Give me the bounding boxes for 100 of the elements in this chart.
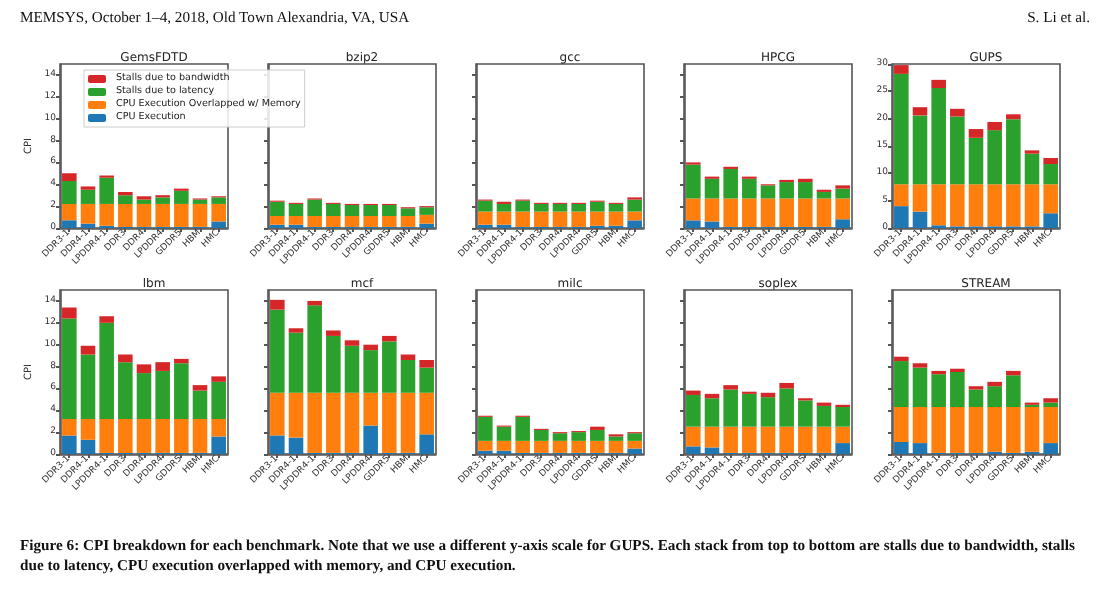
bar: [931, 374, 946, 407]
bar: [1043, 213, 1058, 228]
bar: [326, 203, 341, 216]
bar: [779, 382, 794, 389]
bar: [1006, 114, 1021, 120]
bar: [912, 367, 928, 407]
bar: [496, 203, 512, 212]
bar: [307, 300, 322, 306]
bar: [534, 429, 549, 441]
bar: [62, 180, 77, 204]
bar: [419, 214, 434, 224]
bar: [382, 335, 397, 342]
bar: [950, 116, 965, 185]
bar: [363, 392, 378, 426]
bar: [496, 426, 512, 441]
bar: [590, 440, 605, 453]
bar: [987, 130, 1002, 185]
bar: [99, 203, 114, 226]
bar: [704, 398, 720, 427]
bar: [344, 392, 360, 453]
bar: [155, 362, 170, 371]
bar: [307, 215, 322, 227]
bar: [552, 203, 568, 212]
bar: [590, 211, 605, 226]
bar: [192, 419, 208, 453]
bar: [80, 439, 96, 454]
bar: [742, 198, 757, 227]
bar: [987, 386, 1002, 407]
bar: [288, 392, 304, 438]
bar: [968, 137, 984, 185]
bar: [760, 198, 776, 227]
bar: [174, 363, 189, 420]
bar: [912, 107, 928, 116]
bar: [382, 205, 397, 216]
bar: [118, 362, 133, 420]
bar: [894, 184, 909, 207]
bar: [136, 419, 152, 453]
bar: [816, 405, 832, 427]
bar: [1006, 119, 1021, 185]
bar: [571, 432, 586, 441]
bar: [382, 392, 397, 453]
bar: [912, 443, 928, 454]
bar: [835, 188, 850, 199]
bar: [136, 203, 152, 227]
bar: [326, 392, 341, 453]
bar: [419, 207, 434, 215]
bar: [779, 388, 794, 427]
bar: [571, 203, 586, 212]
bar: [155, 370, 170, 420]
bar: [326, 335, 341, 393]
bar: [627, 199, 642, 212]
bar: [363, 344, 378, 351]
bar: [211, 381, 226, 420]
bar: [835, 443, 850, 454]
bar: [798, 182, 813, 199]
bar: [80, 419, 96, 440]
bar: [288, 215, 304, 225]
bar: [608, 211, 624, 226]
bar: [950, 108, 965, 117]
bar: [174, 358, 189, 364]
bar: [344, 345, 360, 393]
bar: [400, 359, 416, 393]
bar: [534, 211, 549, 227]
bar: [211, 197, 226, 204]
bar: [307, 305, 322, 393]
bar: [270, 309, 285, 393]
bar: [627, 433, 642, 441]
bar: [99, 177, 114, 204]
bar: [326, 330, 341, 336]
bar: [344, 215, 360, 227]
bar: [723, 198, 738, 227]
bar: [931, 88, 946, 185]
bar: [515, 416, 530, 441]
bar: [515, 440, 530, 453]
bar: [931, 79, 946, 89]
bar: [590, 201, 605, 212]
bar: [950, 372, 965, 407]
bar: [344, 340, 360, 346]
bar: [211, 221, 226, 228]
bar: [496, 211, 512, 225]
bar: [1006, 375, 1021, 407]
bar: [798, 198, 813, 227]
bar: [307, 199, 322, 216]
bar: [80, 203, 96, 224]
bar: [968, 406, 984, 453]
bar: [288, 203, 304, 216]
bar: [627, 448, 642, 454]
bar: [419, 367, 434, 393]
bar: [779, 182, 794, 199]
bar: [627, 220, 642, 228]
bar: [211, 376, 226, 382]
bar: [894, 73, 909, 185]
bar: [571, 211, 586, 227]
bar: [704, 221, 720, 228]
bar: [987, 406, 1002, 452]
bar: [627, 211, 642, 221]
bar: [742, 426, 757, 453]
bar: [1006, 370, 1021, 376]
bar: [363, 215, 378, 227]
bar: [211, 436, 226, 454]
